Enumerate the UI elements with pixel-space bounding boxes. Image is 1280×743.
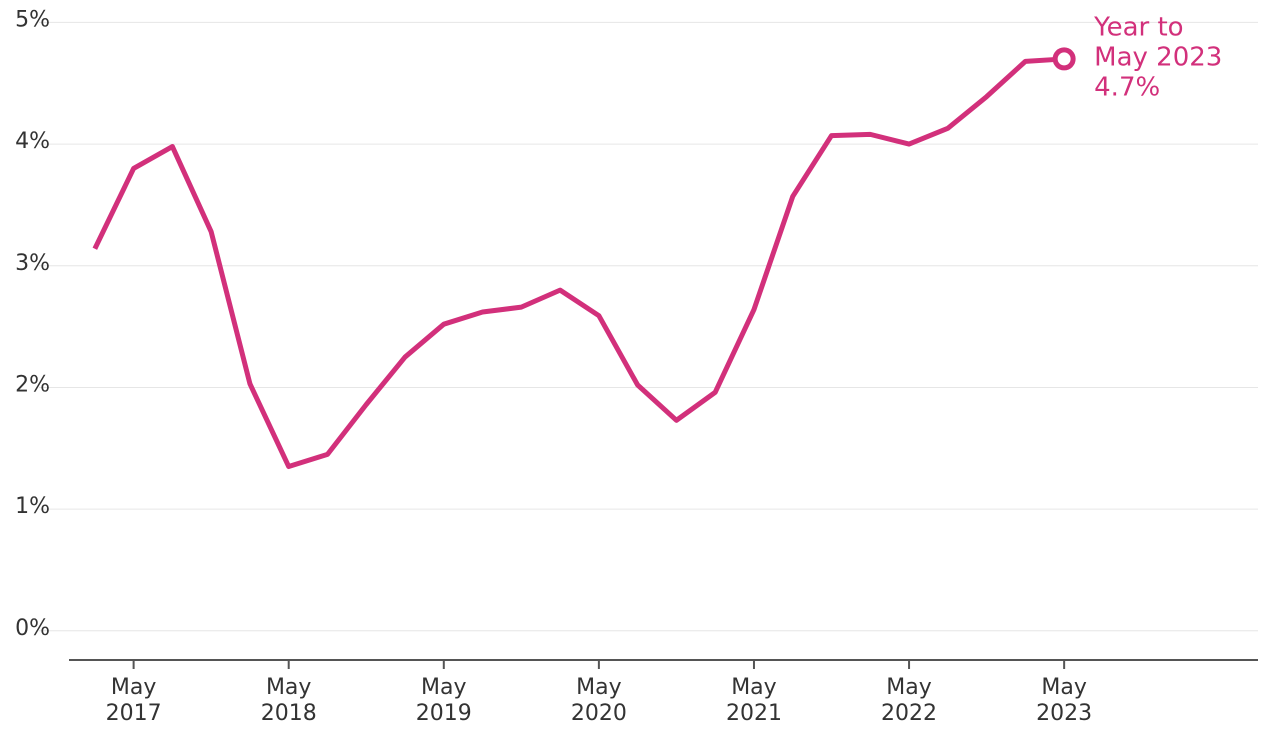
x-tick-label: May 2022 [881,675,938,726]
annotation: 4.7% [1094,72,1160,102]
x-tick-label: May 2023 [1036,675,1093,726]
y-tick-label: 5% [15,7,50,32]
annotation: Year to [1093,12,1183,42]
line [92,56,1065,470]
x-tick-label: May 2019 [415,675,472,726]
end-marker [1052,47,1076,71]
x-tick-label: May 2017 [105,675,162,726]
y-tick-label: 2% [15,372,50,397]
x-tick-label: May 2021 [725,675,782,726]
annotation: May 2023 [1094,42,1222,72]
y-tick-label: 0% [15,616,50,641]
x-tick-label: May 2020 [570,675,627,726]
y-tick-label: 3% [15,251,50,276]
x-tick-label: May 2018 [260,675,317,726]
y-tick-label: 1% [15,494,50,519]
y-tick-label: 4% [15,129,50,154]
